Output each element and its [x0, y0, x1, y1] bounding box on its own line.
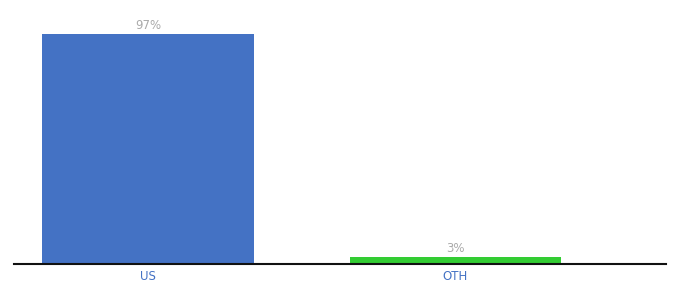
Bar: [42, 34, 254, 264]
Text: 97%: 97%: [135, 19, 161, 32]
Bar: [350, 257, 561, 264]
Text: 3%: 3%: [446, 242, 464, 254]
